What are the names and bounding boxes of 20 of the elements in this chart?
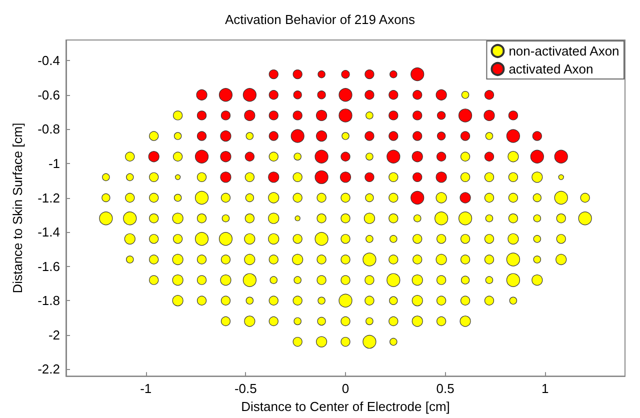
x-tick-label: -1 bbox=[140, 381, 152, 396]
y-tick-label: -1.4 bbox=[38, 224, 60, 240]
legend-label: activated Axon bbox=[508, 62, 594, 76]
y-tick-label: -2 bbox=[48, 327, 60, 342]
y-tick-label: -1.8 bbox=[38, 293, 60, 308]
legend-label: non-activated Axon bbox=[508, 44, 620, 58]
y-tick-label: -2.2 bbox=[38, 362, 60, 377]
x-tick-label: 0 bbox=[342, 381, 350, 396]
y-tick-label: -0.6 bbox=[38, 87, 60, 102]
y-tick-label: -0.8 bbox=[38, 122, 60, 137]
x-tick-label: 1 bbox=[542, 381, 549, 396]
y-axis-title: Distance to Skin Surface [cm] bbox=[10, 122, 25, 294]
y-tick-label: -0.4 bbox=[38, 53, 60, 68]
x-axis-title: Distance to Center of Electrode [cm] bbox=[241, 399, 450, 414]
y-tick-label: -1.6 bbox=[38, 258, 60, 274]
y-tick-label: -1 bbox=[48, 156, 60, 171]
x-tick-label: -0.5 bbox=[234, 381, 257, 396]
y-tick-label: -1.2 bbox=[38, 190, 60, 206]
x-tick-label: 0.5 bbox=[436, 381, 454, 396]
chart-title: Activation Behavior of 219 Axons bbox=[224, 12, 416, 27]
